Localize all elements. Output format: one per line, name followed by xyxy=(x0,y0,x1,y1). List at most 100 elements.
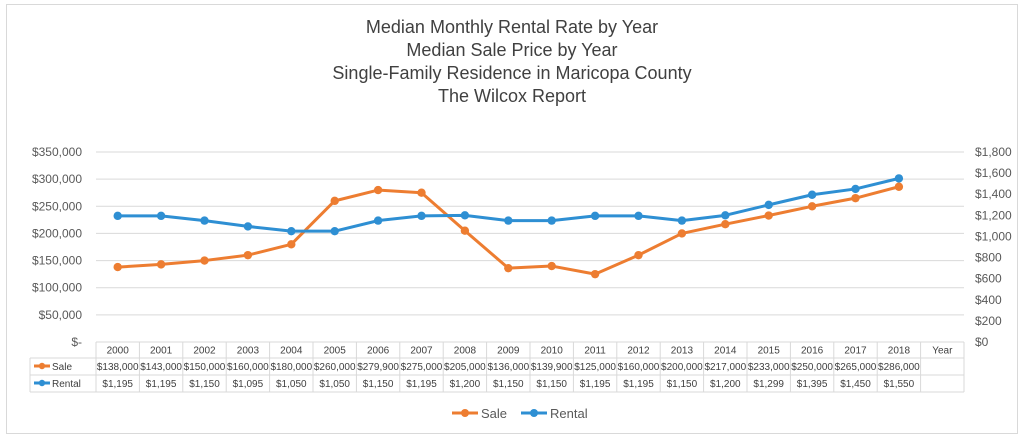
table-cell: $1,195 xyxy=(580,379,611,390)
table-cell: $1,050 xyxy=(319,379,350,390)
right-tick-label: $600 xyxy=(975,272,1002,286)
table-cell: $1,195 xyxy=(623,379,654,390)
data-point-rental xyxy=(330,226,339,236)
table-cell: $139,900 xyxy=(531,362,573,373)
table-header-cell: 2002 xyxy=(193,346,216,357)
table-header-cell: 2011 xyxy=(584,346,606,357)
table-header-cell: 2003 xyxy=(237,346,260,357)
title-line-3: Single-Family Residence in Maricopa Coun… xyxy=(332,63,692,83)
data-point-sale xyxy=(504,263,513,273)
left-tick-label: $50,000 xyxy=(39,308,83,322)
table-cell: $1,195 xyxy=(102,379,133,390)
data-point-sale xyxy=(330,196,339,206)
table-header-cell: 2018 xyxy=(888,346,911,357)
data-point-sale xyxy=(677,229,687,238)
data-point-rental xyxy=(156,211,166,221)
data-point-sale xyxy=(243,250,253,260)
legend-label-rental: Rental xyxy=(550,406,588,421)
data-point-rental xyxy=(634,211,643,221)
table-header-cell: 2010 xyxy=(541,346,564,357)
table-cell: $138,000 xyxy=(97,362,139,373)
data-point-rental xyxy=(590,211,600,221)
data-point-rental xyxy=(243,222,253,231)
table-cell: $180,000 xyxy=(270,362,312,373)
table-cell: $125,000 xyxy=(574,362,616,373)
table-cell: $1,050 xyxy=(276,379,307,390)
legend: Sale Rental xyxy=(452,406,588,421)
left-tick-label: $350,000 xyxy=(32,145,82,159)
table-row-key-marker xyxy=(38,362,46,370)
data-point-sale xyxy=(460,226,470,235)
data-point-rental xyxy=(287,226,296,236)
table-row-label: Sale xyxy=(52,362,72,373)
right-tick-label: $800 xyxy=(975,251,1002,265)
data-point-sale xyxy=(894,182,904,191)
gridlines xyxy=(96,151,964,316)
table-cell: $1,195 xyxy=(146,379,177,390)
table-header-cell: 2017 xyxy=(844,346,867,357)
table-cell: $279,900 xyxy=(357,362,399,373)
table-cell: $136,000 xyxy=(487,362,529,373)
table-cell: $233,000 xyxy=(748,362,790,373)
table-cell: $1,450 xyxy=(840,379,871,390)
table-header-cell: 2013 xyxy=(671,346,694,357)
data-point-rental xyxy=(547,216,556,225)
data-point-rental xyxy=(677,216,687,225)
chart-frame xyxy=(6,4,1018,434)
data-point-rental xyxy=(417,211,426,221)
table-cell: $1,150 xyxy=(189,379,220,390)
table-cell: $1,200 xyxy=(710,379,741,390)
series-group xyxy=(113,174,904,279)
data-point-rental xyxy=(894,174,904,183)
right-tick-label: $1,400 xyxy=(975,187,1012,201)
table-header-cell: 2014 xyxy=(714,346,737,357)
left-tick-label: $300,000 xyxy=(32,172,82,186)
table-cell: $1,200 xyxy=(450,379,481,390)
table-header-cell: 2016 xyxy=(801,346,824,357)
data-point-sale xyxy=(590,269,600,279)
right-tick-label: $400 xyxy=(975,293,1002,307)
table-header-cell: 2000 xyxy=(107,346,130,357)
data-point-rental xyxy=(764,200,773,210)
right-tick-label: $1,200 xyxy=(975,208,1012,222)
table-cell: $160,000 xyxy=(227,362,269,373)
legend-key-marker xyxy=(530,409,538,417)
data-point-sale xyxy=(851,193,860,203)
data-point-sale xyxy=(373,185,383,195)
table-header-cell: Year xyxy=(932,346,953,357)
table-cell: $1,150 xyxy=(363,379,394,390)
table-header-cell: 2004 xyxy=(280,346,303,357)
left-tick-label: $250,000 xyxy=(32,199,82,213)
table-row-key-marker xyxy=(38,379,46,387)
right-tick-label: $1,000 xyxy=(975,229,1012,243)
data-point-sale xyxy=(200,256,209,265)
right-tick-label: $0 xyxy=(975,335,989,349)
left-axis: $- $50,000 $100,000 $150,000 $200,000 $250,00… xyxy=(32,145,82,349)
table-header-cell: 2012 xyxy=(627,346,650,357)
left-tick-label: $150,000 xyxy=(32,254,82,268)
right-axis: $0 $200 $400 $600 $800 $1,000 $1,200 $1,400 $1,6… xyxy=(975,145,1012,349)
table-cell: $150,000 xyxy=(184,362,226,373)
data-table: 2000 2001 2002 2003 2004 2005 2006 2007 2008 2009… xyxy=(29,341,965,393)
table-header-cell: 2009 xyxy=(497,346,520,357)
table-cell: $1,150 xyxy=(536,379,567,390)
table-cell: $265,000 xyxy=(835,362,877,373)
table-header-cell: 2005 xyxy=(324,346,347,357)
table-cell: $1,150 xyxy=(493,379,524,390)
table-cell: $1,150 xyxy=(667,379,698,390)
data-point-sale xyxy=(634,250,643,260)
table-header-cell: 2008 xyxy=(454,346,477,357)
right-tick-label: $1,800 xyxy=(975,145,1012,159)
data-point-rental xyxy=(200,216,209,225)
table-cell: $160,000 xyxy=(618,362,660,373)
table-cell: $275,000 xyxy=(401,362,443,373)
table-header-cell: 2006 xyxy=(367,346,390,357)
table-header-cell: 2007 xyxy=(410,346,433,357)
right-tick-label: $200 xyxy=(975,314,1002,328)
legend-label-sale: Sale xyxy=(481,406,507,421)
data-point-sale xyxy=(113,262,122,272)
data-point-sale xyxy=(764,211,773,220)
data-point-sale xyxy=(156,260,166,269)
data-point-sale xyxy=(547,261,556,271)
